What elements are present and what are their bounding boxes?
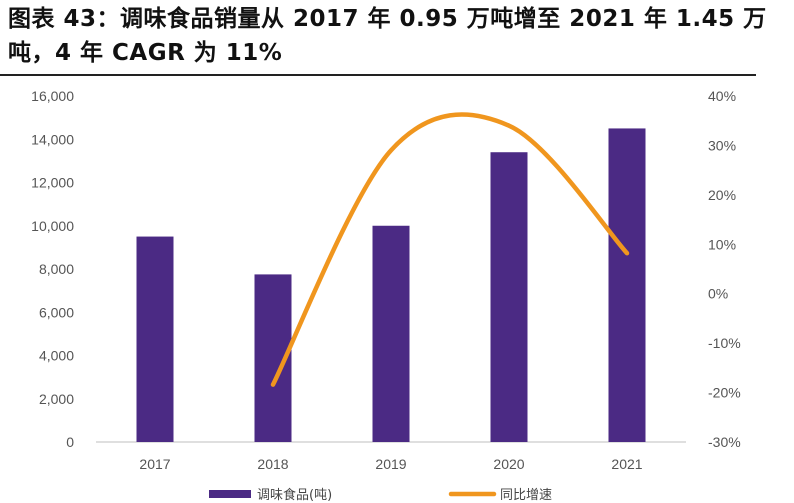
y-left-tick-label: 2,000 xyxy=(39,391,74,407)
bars-group xyxy=(136,128,646,442)
y-left-tick-label: 14,000 xyxy=(31,131,74,147)
y-right-tick-label: 0% xyxy=(708,286,728,302)
y-left-tick-label: 8,000 xyxy=(39,261,74,277)
y-left-tick-label: 16,000 xyxy=(31,88,74,104)
legend: 调味食品(吨) 同比增速 xyxy=(209,487,552,503)
axes-group: 0 2,000 4,000 6,000 8,000 10,000 12,000 14,000 1… xyxy=(31,88,741,472)
y-left-tick-label: 6,000 xyxy=(39,304,74,320)
y-right-tick-label: 20% xyxy=(708,187,736,203)
bar-2021 xyxy=(608,128,646,442)
y-left-tick-label: 4,000 xyxy=(39,348,74,364)
y-right-tick-label: 10% xyxy=(708,236,736,252)
chart-title: 图表 43：调味食品销量从 2017 年 0.95 万吨增至 2021 年 1.… xyxy=(8,6,767,66)
line-group xyxy=(270,112,630,387)
x-tick-label: 2019 xyxy=(375,456,406,472)
y-left-tick-label: 10,000 xyxy=(31,218,74,234)
y-right-tick-label: 30% xyxy=(708,137,736,153)
x-tick-label: 2020 xyxy=(493,456,524,472)
bar-2017 xyxy=(136,236,174,442)
title-underline xyxy=(0,74,756,76)
y-right-tick-label: -30% xyxy=(708,434,741,450)
y-right-tick-label: 40% xyxy=(708,88,736,104)
legend-label-line: 同比增速 xyxy=(500,488,552,503)
growth-rate-line xyxy=(270,112,630,387)
y-right-tick-label: -20% xyxy=(708,385,741,401)
bar-2020 xyxy=(490,152,528,442)
y-left-tick-label: 0 xyxy=(66,434,74,450)
bar-2019 xyxy=(372,225,410,442)
y-right-tick-label: -10% xyxy=(708,335,741,351)
legend-label-bar: 调味食品(吨) xyxy=(257,487,332,503)
x-tick-label: 2018 xyxy=(257,456,288,472)
legend-swatch-bar xyxy=(209,490,251,498)
y-left-tick-label: 12,000 xyxy=(31,175,74,191)
x-tick-label: 2021 xyxy=(611,456,642,472)
x-tick-label: 2017 xyxy=(139,456,170,472)
